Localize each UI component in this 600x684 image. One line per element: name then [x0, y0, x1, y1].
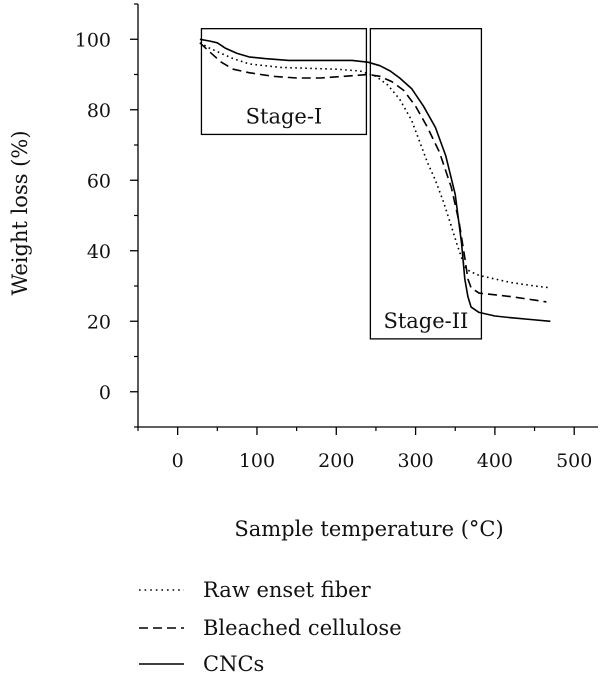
series-lines — [199, 38, 551, 323]
y-axis-title: Weight loss (%) — [8, 130, 32, 295]
x-axis-title: Sample temperature (°C) — [234, 517, 503, 541]
legend-label-cncs: CNCs — [203, 652, 264, 676]
tick-labels: 0 20 40 60 80 100 0 100 200 300 400 500 — [75, 29, 593, 472]
axes — [137, 4, 598, 428]
x-tick-label: 100 — [239, 450, 275, 472]
x-tick-label: 200 — [318, 450, 354, 472]
series-line-raw-enset-fiber — [199, 42, 551, 289]
y-tick-label: 0 — [99, 382, 111, 404]
stage-label-stage-ii: Stage-II — [383, 309, 468, 333]
stage-annotations: Stage-I Stage-II — [200, 28, 483, 340]
series-line-cncs — [199, 38, 551, 323]
legend: Raw enset fiber Bleached cellulose CNCs — [139, 578, 402, 676]
y-tick-label: 40 — [87, 241, 111, 263]
tick-marks — [130, 3, 575, 435]
y-tick-label: 60 — [87, 170, 111, 192]
y-tick-label: 100 — [75, 29, 111, 51]
stage-box-stage-ii — [369, 28, 483, 340]
y-tick-label: 20 — [87, 311, 111, 333]
series-line-bleached-cellulose — [199, 42, 547, 303]
stage-box-stage-i — [200, 28, 368, 136]
x-tick-label: 0 — [172, 450, 184, 472]
legend-label-raw-enset-fiber: Raw enset fiber — [203, 578, 372, 602]
x-tick-label: 500 — [556, 450, 592, 472]
stage-label-stage-i: Stage-I — [246, 104, 323, 128]
x-tick-label: 400 — [477, 450, 513, 472]
x-tick-label: 300 — [397, 450, 433, 472]
legend-label-bleached-cellulose: Bleached cellulose — [203, 616, 402, 640]
y-tick-label: 80 — [87, 100, 111, 122]
